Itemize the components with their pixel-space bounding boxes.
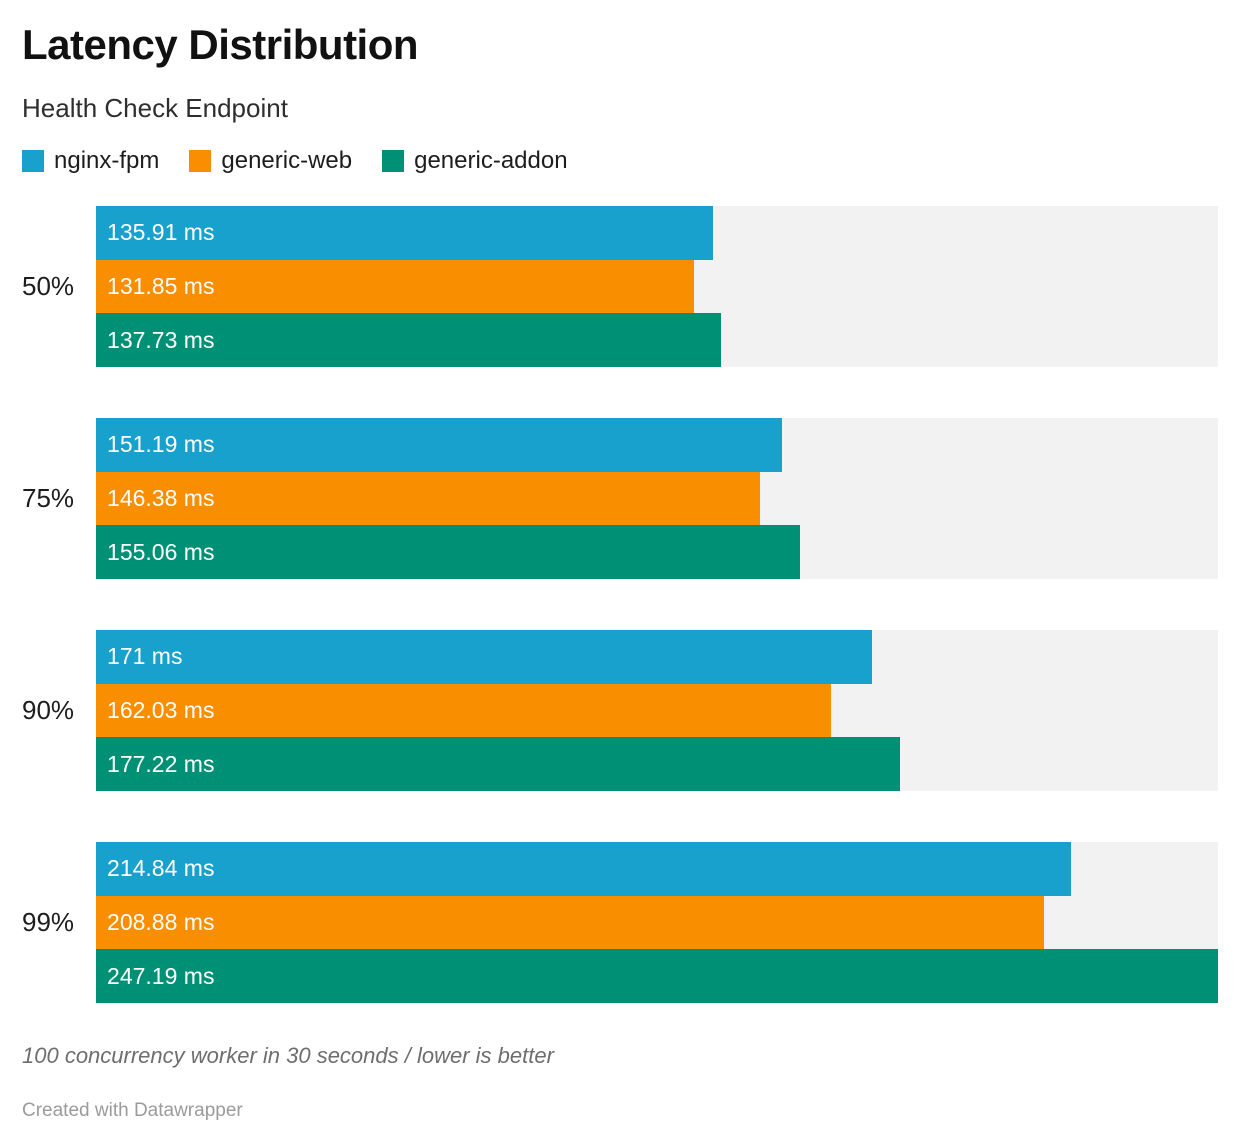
bar-generic-web-75%: 146.38 ms: [96, 471, 761, 526]
bar-group-tracks: 214.84 ms 208.88 ms 247.19 ms: [96, 842, 1218, 1004]
bar-generic-web-50%: 131.85 ms: [96, 259, 695, 314]
bar-value-label: 135.91 ms: [107, 219, 215, 246]
bar-value-label: 214.84 ms: [107, 855, 215, 882]
bar-value-label: 162.03 ms: [107, 697, 215, 723]
bar-generic-addon-99%: 247.19 ms: [96, 949, 1218, 1004]
bar-generic-addon-75%: 155.06 ms: [96, 525, 800, 580]
bar-nginx-fpm-50%: 135.91 ms: [96, 206, 713, 260]
bar-track: 131.85 ms: [96, 259, 1218, 314]
bar-group-75%: 75% 151.19 ms 146.38 ms 155.06 ms: [22, 418, 1218, 580]
bar-generic-web-90%: 162.03 ms: [96, 683, 832, 738]
legend: nginx-fpm generic-web generic-addon: [22, 147, 1218, 175]
attribution-link[interactable]: Created with Datawrapper: [22, 1100, 243, 1121]
bar-generic-web-99%: 208.88 ms: [96, 895, 1045, 950]
legend-label: nginx-fpm: [54, 147, 160, 174]
bar-value-label: 177.22 ms: [107, 750, 215, 777]
legend-swatch-icon: [189, 150, 212, 172]
bar-nginx-fpm-99%: 214.84 ms: [96, 842, 1072, 896]
bar-group-50%: 50% 135.91 ms 131.85 ms 137.73 ms: [22, 206, 1218, 368]
bar-value-label: 247.19 ms: [107, 962, 215, 989]
bar-generic-addon-50%: 137.73 ms: [96, 313, 722, 368]
bar-group-90%: 90% 171 ms 162.03 ms 177.22 ms: [22, 630, 1218, 792]
bar-value-label: 208.88 ms: [107, 909, 215, 935]
chart-subtitle: Health Check Endpoint: [22, 93, 288, 123]
legend-item-generic-addon: generic-addon: [382, 147, 568, 175]
legend-item-nginx-fpm: nginx-fpm: [22, 147, 159, 175]
bar-track: 151.19 ms: [96, 418, 1218, 472]
bar-track: 146.38 ms: [96, 471, 1218, 526]
bar-track: 137.73 ms: [96, 313, 1218, 368]
bar-track: 162.03 ms: [96, 683, 1218, 738]
bar-nginx-fpm-90%: 171 ms: [96, 630, 873, 684]
bar-value-label: 171 ms: [107, 643, 183, 670]
legend-item-generic-web: generic-web: [189, 147, 352, 175]
bar-track: 155.06 ms: [96, 525, 1218, 580]
legend-swatch-icon: [382, 150, 405, 172]
bar-track: 177.22 ms: [96, 737, 1218, 792]
bar-value-label: 146.38 ms: [107, 485, 215, 511]
bar-value-label: 131.85 ms: [107, 273, 215, 299]
bar-group-tracks: 135.91 ms 131.85 ms 137.73 ms: [96, 206, 1218, 368]
bar-track: 135.91 ms: [96, 206, 1218, 260]
bar-value-label: 137.73 ms: [107, 326, 215, 353]
bar-generic-addon-90%: 177.22 ms: [96, 737, 901, 792]
bar-track: 214.84 ms: [96, 842, 1218, 896]
legend-swatch-icon: [22, 150, 44, 172]
bar-track: 171 ms: [96, 630, 1218, 684]
bar-track: 247.19 ms: [96, 949, 1218, 1004]
footer-note: 100 concurrency worker in 30 seconds / l…: [22, 1043, 554, 1068]
category-label: 99%: [22, 907, 75, 937]
category-label: 50%: [22, 271, 75, 301]
bar-value-label: 155.06 ms: [107, 538, 215, 565]
grouped-bar-chart: 50% 135.91 ms 131.85 ms 137.73 ms 75% 151.19 …: [22, 206, 1218, 1004]
category-label: 90%: [22, 695, 75, 725]
bar-group-tracks: 151.19 ms 146.38 ms 155.06 ms: [96, 418, 1218, 580]
legend-label: generic-web: [221, 147, 353, 174]
bar-track: 208.88 ms: [96, 895, 1218, 950]
bar-nginx-fpm-75%: 151.19 ms: [96, 418, 783, 472]
category-label: 75%: [22, 483, 75, 513]
legend-label: generic-addon: [414, 147, 568, 174]
bar-group-tracks: 171 ms 162.03 ms 177.22 ms: [96, 630, 1218, 792]
bar-group-99%: 99% 214.84 ms 208.88 ms 247.19 ms: [22, 842, 1218, 1004]
bar-value-label: 151.19 ms: [107, 431, 215, 458]
chart-title: Latency Distribution: [22, 21, 419, 68]
